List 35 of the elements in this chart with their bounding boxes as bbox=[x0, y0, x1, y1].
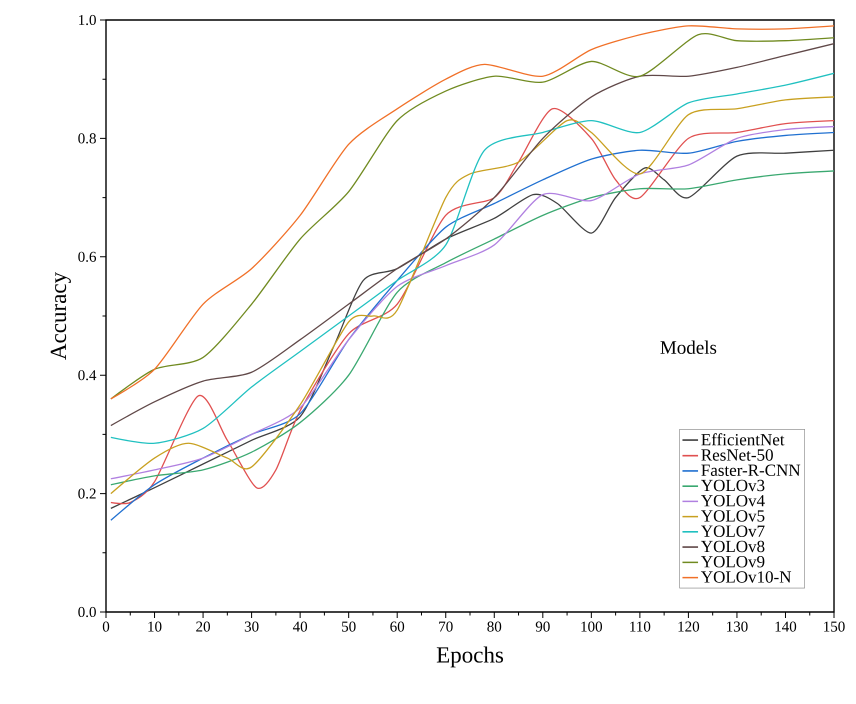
x-tick-label: 150 bbox=[824, 622, 845, 632]
x-tick-label: 10 bbox=[148, 622, 162, 632]
x-tick-label: 110 bbox=[630, 622, 650, 632]
legend-label: YOLOv5 bbox=[701, 510, 764, 522]
x-tick-label: 50 bbox=[342, 622, 356, 632]
x-tick-label: 120 bbox=[678, 622, 700, 632]
x-tick-label: 70 bbox=[439, 622, 453, 632]
legend-label: Faster-R-CNN bbox=[701, 464, 800, 476]
y-tick-label: 0.8 bbox=[78, 133, 96, 144]
legend-label: YOLOv4 bbox=[701, 495, 765, 506]
legend-label: EfficientNet bbox=[701, 433, 784, 446]
y-axis-title: Accuracy bbox=[50, 272, 71, 360]
y-tick-label: 0.4 bbox=[78, 370, 96, 380]
x-tick-label: 80 bbox=[487, 622, 502, 632]
legend-label: YOLOv8 bbox=[701, 540, 764, 552]
x-tick-label: 0 bbox=[102, 622, 110, 632]
y-tick-label: 0.0 bbox=[78, 606, 96, 618]
x-tick-label: 100 bbox=[581, 622, 602, 632]
x-tick-label: 40 bbox=[292, 622, 308, 632]
legend-label: YOLOv7 bbox=[701, 525, 765, 537]
legend-title: Models bbox=[660, 340, 716, 354]
x-tick-label: 130 bbox=[727, 622, 748, 632]
x-tick-label: 90 bbox=[536, 622, 550, 632]
legend-label: ResNet-50 bbox=[701, 449, 773, 461]
y-tick-label: 0.2 bbox=[78, 488, 96, 499]
y-tick-label: 1.0 bbox=[79, 14, 96, 26]
x-tick-label: 60 bbox=[390, 622, 404, 632]
legend-label: YOLOv9 bbox=[701, 556, 764, 568]
y-tick-label: 0.6 bbox=[78, 252, 96, 262]
x-tick-label: 30 bbox=[244, 622, 259, 632]
legend-label: YOLOv3 bbox=[701, 480, 764, 492]
legend-label: YOLOv10-N bbox=[701, 571, 792, 583]
x-tick-label: 140 bbox=[776, 622, 796, 632]
x-tick-label: 20 bbox=[196, 622, 210, 632]
x-axis-title: Epochs bbox=[436, 646, 504, 668]
